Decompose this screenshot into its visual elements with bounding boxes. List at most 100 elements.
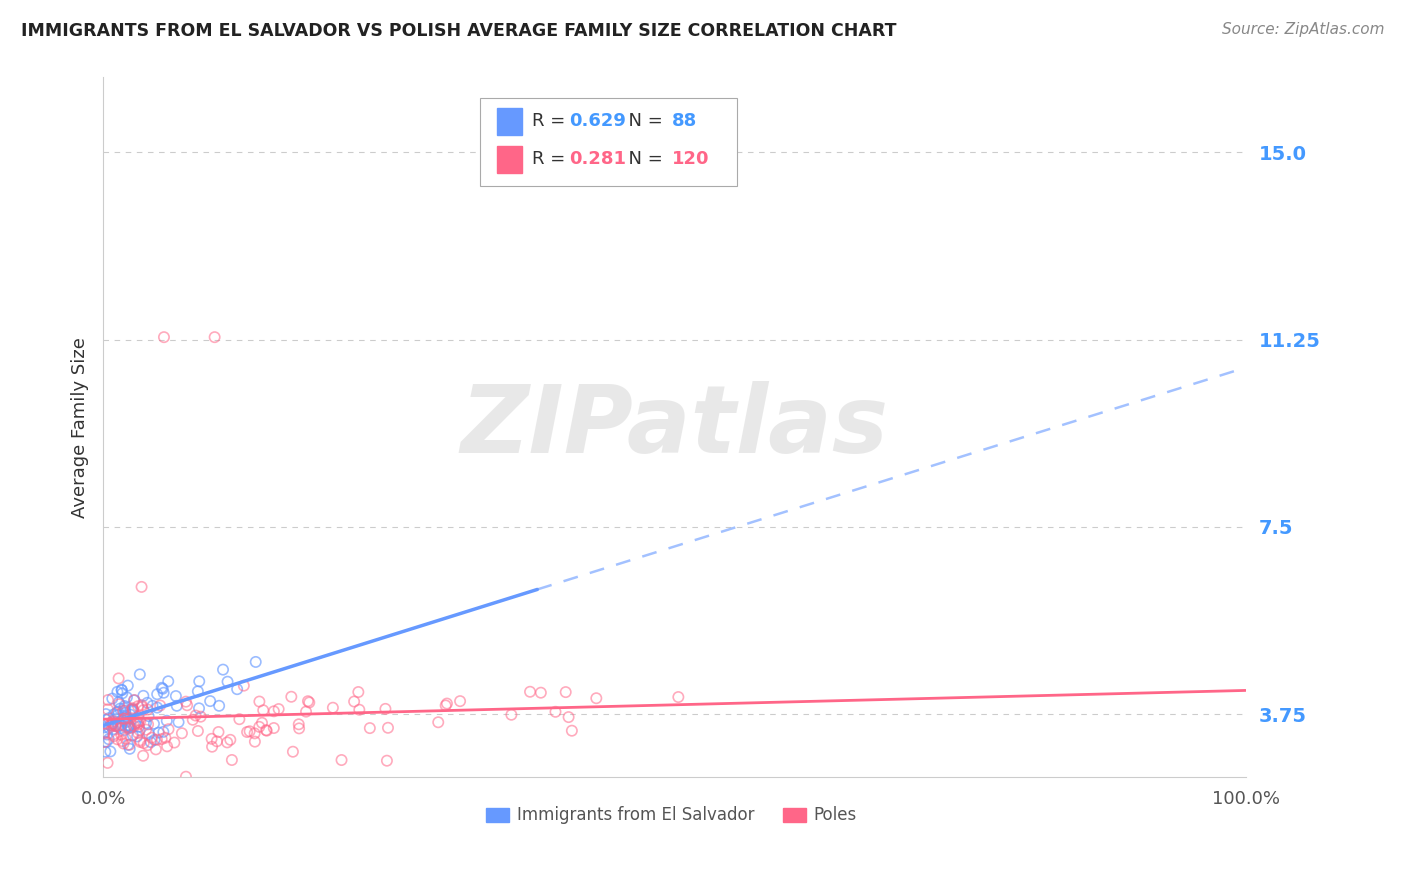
Point xyxy=(322,700,344,714)
Text: 88: 88 xyxy=(672,112,697,130)
Point xyxy=(236,725,259,739)
Point xyxy=(115,711,138,725)
Point xyxy=(121,728,143,742)
Point xyxy=(554,685,576,699)
Point xyxy=(114,723,136,737)
Point xyxy=(129,714,152,728)
Point xyxy=(287,717,309,731)
Point xyxy=(118,720,141,734)
Point xyxy=(98,744,121,758)
Point xyxy=(136,696,159,710)
Point xyxy=(135,716,157,731)
Point xyxy=(181,713,204,727)
Point xyxy=(666,690,689,704)
Point xyxy=(188,701,211,715)
Point xyxy=(104,719,127,733)
Point xyxy=(156,739,179,754)
Point xyxy=(127,730,149,744)
Point xyxy=(98,721,121,735)
Point xyxy=(138,709,160,723)
Point xyxy=(295,705,318,719)
Point xyxy=(263,721,285,735)
Point xyxy=(156,714,179,728)
Point xyxy=(280,690,302,704)
Point xyxy=(101,714,124,729)
Point xyxy=(174,695,197,709)
Point xyxy=(150,681,173,695)
Point xyxy=(96,713,118,727)
Point xyxy=(148,725,170,739)
Point xyxy=(118,741,141,756)
Point xyxy=(208,698,231,713)
Point xyxy=(226,682,249,697)
Point xyxy=(114,698,136,713)
Point xyxy=(375,754,398,768)
Point xyxy=(101,691,124,706)
Point xyxy=(146,687,169,701)
Bar xyxy=(783,808,806,822)
Point xyxy=(146,732,169,747)
Bar xyxy=(498,146,523,172)
Point xyxy=(150,732,173,747)
Point xyxy=(107,705,129,719)
Point xyxy=(128,720,150,734)
Point xyxy=(201,731,224,746)
Point xyxy=(110,721,132,735)
Point xyxy=(146,700,169,714)
Point xyxy=(93,726,115,740)
Point xyxy=(132,748,155,763)
Point xyxy=(93,735,115,749)
Point xyxy=(149,698,172,713)
Point xyxy=(132,689,155,703)
Point xyxy=(101,716,124,731)
Point xyxy=(97,693,120,707)
Point xyxy=(93,717,115,731)
Point xyxy=(124,693,146,707)
Point xyxy=(349,703,371,717)
Point xyxy=(121,701,143,715)
Point xyxy=(103,729,125,743)
Point xyxy=(94,707,117,722)
Text: IMMIGRANTS FROM EL SALVADOR VS POLISH AVERAGE FAMILY SIZE CORRELATION CHART: IMMIGRANTS FROM EL SALVADOR VS POLISH AV… xyxy=(21,22,897,40)
Point xyxy=(104,718,127,732)
Point xyxy=(176,698,198,713)
Point xyxy=(111,682,134,697)
Point xyxy=(139,735,162,749)
Point xyxy=(114,704,136,718)
Point xyxy=(557,710,579,724)
Point xyxy=(205,734,228,748)
Point xyxy=(101,716,124,731)
Text: 120: 120 xyxy=(672,150,710,169)
Point xyxy=(250,715,273,730)
Point xyxy=(93,726,115,740)
Point xyxy=(166,698,188,713)
Point xyxy=(343,694,366,708)
Point xyxy=(434,698,457,713)
Point xyxy=(103,722,125,736)
Point xyxy=(128,723,150,738)
Point xyxy=(100,715,122,730)
Point xyxy=(115,690,138,705)
Point xyxy=(184,708,207,723)
Point xyxy=(117,721,139,735)
Point xyxy=(153,330,176,344)
Point xyxy=(254,723,277,738)
Point xyxy=(212,663,235,677)
Point xyxy=(219,732,242,747)
Point xyxy=(120,720,142,734)
Point xyxy=(188,674,211,689)
Point xyxy=(132,736,155,750)
Point xyxy=(131,700,153,714)
Point xyxy=(121,702,143,716)
Point xyxy=(118,719,141,733)
Point xyxy=(190,709,212,723)
Point xyxy=(117,679,139,693)
Point xyxy=(245,655,267,669)
Point xyxy=(97,732,120,747)
Point xyxy=(118,738,141,752)
Point xyxy=(449,694,471,708)
Point xyxy=(120,703,142,717)
Point xyxy=(561,723,583,738)
Point xyxy=(544,705,567,719)
Point xyxy=(298,695,321,709)
